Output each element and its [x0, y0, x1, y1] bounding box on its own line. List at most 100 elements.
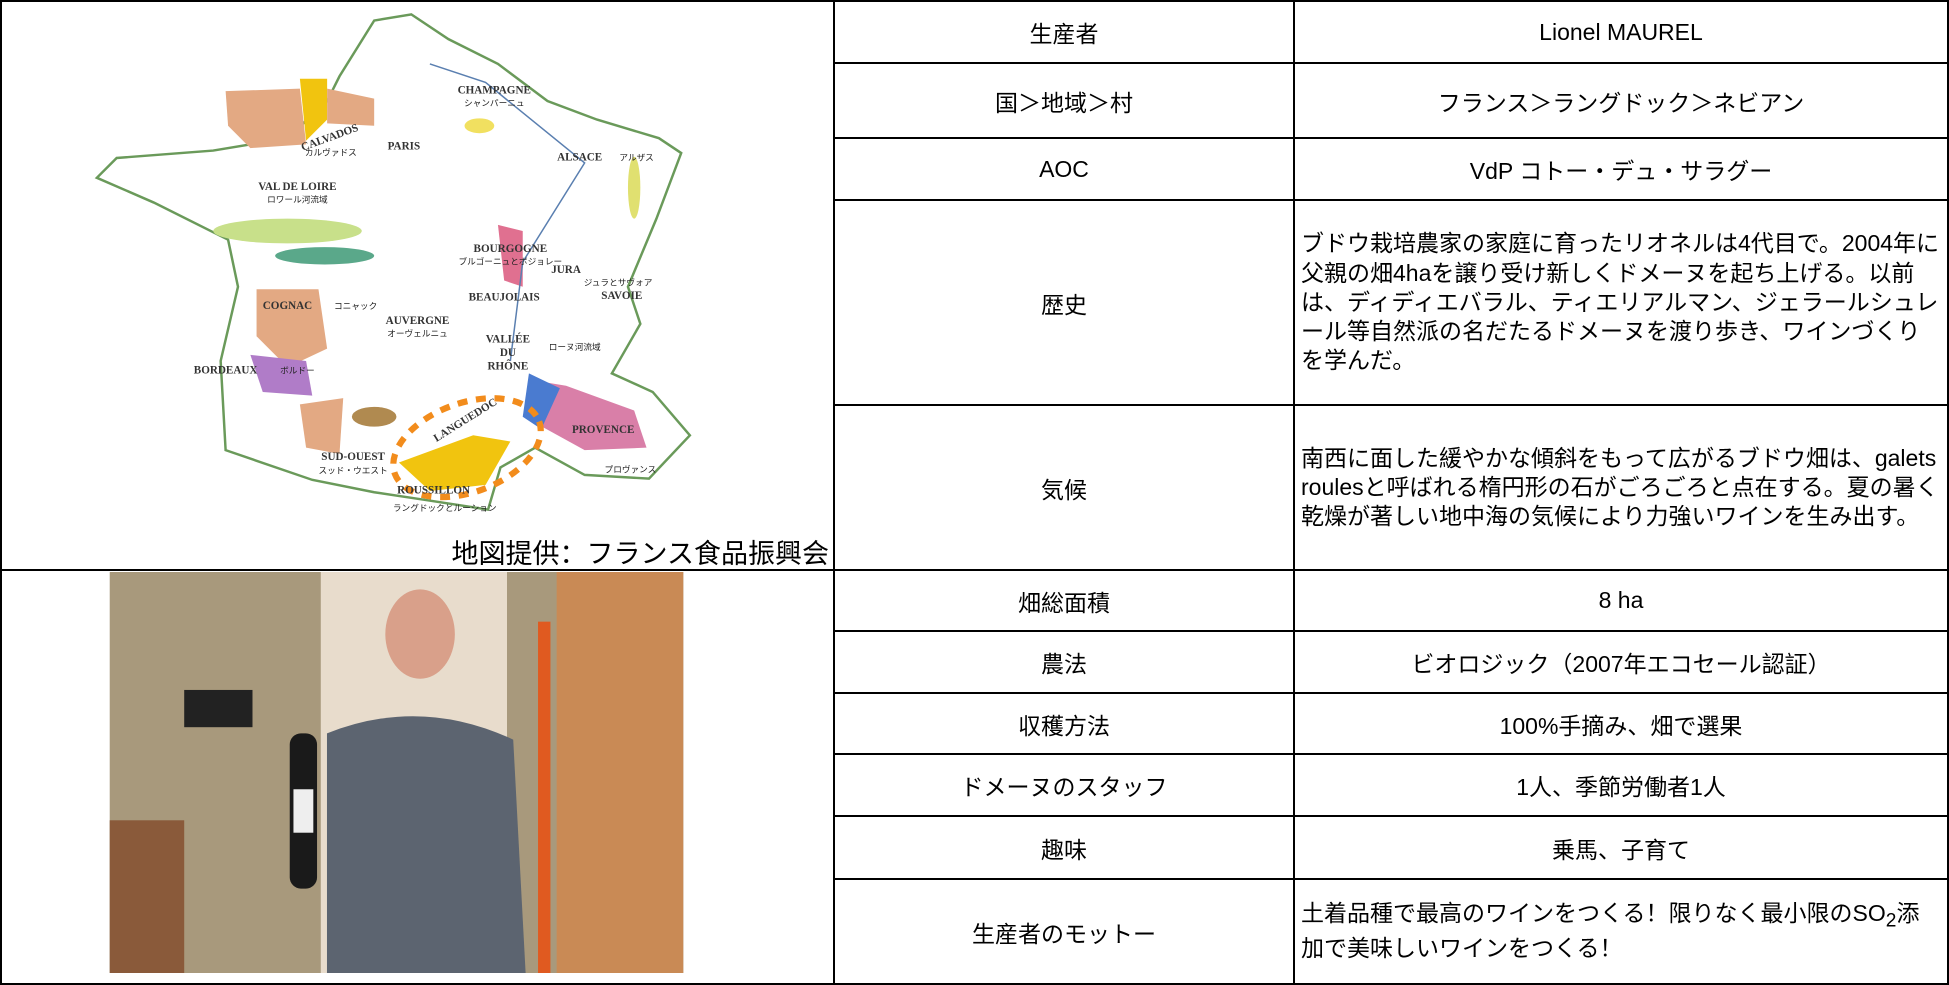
cell-text: 1人、季節労働者1人: [1516, 774, 1726, 800]
region: [464, 118, 495, 134]
cell-text: 土着品種で最高のワインをつくる！限りなく最小限のSO2添加で美味しいワインをつく…: [1301, 899, 1941, 963]
head: [385, 589, 455, 679]
map-label: AUVERGNE: [386, 315, 450, 327]
motto-sub: 2: [1885, 911, 1897, 933]
value-cell: 100%手摘み、畑で選果: [1293, 692, 1949, 755]
label-cell: 気候: [833, 404, 1295, 571]
photo: [109, 572, 684, 973]
value-cell: フランス＞ラングドック＞ネビアン: [1293, 62, 1949, 139]
map-label: COGNAC: [263, 300, 312, 312]
value-cell: 1人、季節労働者1人: [1293, 753, 1949, 817]
motto-after: 添加で美味しいワインをつくる！: [1301, 900, 1920, 962]
river: [429, 63, 586, 362]
rack: [538, 621, 551, 973]
cell-text: 南西に面した緩やかな傾斜をもって広がるブドウ畑は、galets roulesと呼…: [1301, 444, 1939, 530]
region: [528, 379, 647, 451]
cell-text: 収穫方法: [1018, 712, 1110, 739]
map-label: シャンパーニュ: [464, 98, 525, 108]
map-label: CHAMPAGNE: [458, 85, 531, 97]
region: [327, 88, 375, 126]
map-label: RHÔNE: [487, 360, 528, 373]
label-cell: 国＞地域＞村: [833, 62, 1295, 139]
value-cell: 南西に面した緩やかな傾斜をもって広がるブドウ畑は、galets roulesと呼…: [1293, 404, 1949, 571]
shelf: [556, 572, 684, 973]
label-cell: 趣味: [833, 815, 1295, 880]
value-cell: ブドウ栽培農家の家庭に育ったリオネルは4代目で。2004年に父親の畑4haを譲り…: [1293, 199, 1949, 406]
cell-text: ビオロジック（2007年エコセール認証）: [1411, 651, 1831, 677]
label-cell: 畑総面積: [833, 569, 1295, 632]
shirt: [326, 716, 526, 973]
region: [213, 218, 362, 244]
label-cell: 農法: [833, 630, 1295, 694]
map-label: アルザス: [619, 152, 653, 162]
cell-text: ブドウ栽培農家の家庭に育ったリオネルは4代目で。2004年に父親の畑4haを譲り…: [1301, 230, 1940, 374]
map-label: ロワール河流域: [267, 194, 328, 205]
map-label: コニャック: [334, 301, 377, 311]
frame: [184, 689, 253, 728]
map-label: ALSACE: [557, 151, 602, 163]
value-cell: Lionel MAUREL: [1293, 0, 1949, 64]
map-label: VALLÉE: [486, 333, 530, 345]
cell-text: 生産者のモットー: [972, 920, 1156, 947]
label-cell: 生産者: [833, 0, 1295, 64]
map-label: SUD-OUEST: [321, 451, 385, 463]
cell-text: 歴史: [1041, 291, 1087, 318]
cell-text: フランス＞ラングドック＞ネビアン: [1437, 89, 1805, 116]
region: [225, 88, 307, 149]
map-label: BOURGOGNE: [474, 243, 548, 255]
cell-text: 畑総面積: [1018, 589, 1110, 616]
cell-text: 8 ha: [1598, 587, 1644, 613]
cell-text: 生産者: [1029, 21, 1099, 47]
region: [398, 435, 511, 492]
label-cell: ドメーヌのスタッフ: [833, 753, 1295, 817]
region: [351, 406, 397, 427]
region: [299, 398, 344, 454]
label-cell: AOC: [833, 137, 1295, 201]
region: [275, 247, 375, 265]
cell-text: Lionel MAUREL: [1539, 18, 1703, 45]
cell-text: ドメーヌのスタッフ: [960, 774, 1168, 800]
value-cell: 乗馬、子育て: [1293, 815, 1949, 880]
label-cell: 生産者のモットー: [833, 878, 1295, 985]
region: [250, 354, 313, 396]
map-label: ラングドックとルーション: [393, 502, 497, 513]
cell-text: 農法: [1041, 651, 1087, 677]
region: [299, 78, 328, 141]
label-cell: 収穫方法: [833, 692, 1295, 755]
map-label: ROUSSILLON: [397, 484, 470, 496]
value-cell: ビオロジック（2007年エコセール認証）: [1293, 630, 1949, 694]
cell-text: 100%手摘み、畑で選果: [1499, 712, 1743, 739]
motto-before: 土着品種で最高のワインをつくる！限りなく最小限のSO: [1301, 900, 1886, 927]
cell-text: 趣味: [1041, 836, 1087, 863]
map-label: SAVOIE: [601, 290, 642, 302]
map-label: カルヴァドス: [305, 147, 357, 158]
map-label: BEAUJOLAIS: [469, 291, 540, 303]
map-label: BORDEAUX: [194, 364, 258, 376]
map-caption: 地図提供：フランス食品振興会: [451, 539, 829, 569]
bottle-label: [293, 789, 314, 833]
map-label: スッド・ウエスト: [318, 466, 387, 476]
map-label: DU: [500, 347, 516, 359]
label-cell: 歴史: [833, 199, 1295, 406]
map-label: ローヌ河流域: [549, 341, 601, 352]
cell-text: 乗馬、子育て: [1552, 836, 1690, 863]
cell-text: 国＞地域＞村: [995, 89, 1133, 116]
value-cell: 8 ha: [1293, 569, 1949, 632]
cell-text: VdP コトー・デュ・サラグー: [1469, 158, 1773, 184]
region: [497, 224, 523, 287]
cell-text: AOC: [1039, 155, 1089, 182]
map-label: PARIS: [388, 140, 421, 152]
map-label: プロヴァンス: [605, 463, 657, 474]
map-label: VAL DE LOIRE: [258, 181, 336, 193]
highlight-ring: [390, 395, 544, 501]
map-label: ボルドー: [280, 365, 315, 375]
map: CHAMPAGNEシャンパーニュCALVADOSカルヴァドスPARISALSAC…: [94, 13, 692, 513]
region: [256, 289, 328, 368]
value-cell: 土着品種で最高のワインをつくる！限りなく最小限のSO2添加で美味しいワインをつく…: [1293, 878, 1949, 985]
map-label: PROVENCE: [572, 424, 634, 436]
region: [627, 156, 641, 219]
map-label: オーヴェルニュ: [387, 327, 448, 338]
map-label: ブルゴーニュとボジョレー: [458, 255, 562, 266]
cell-text: 気候: [1041, 476, 1087, 503]
